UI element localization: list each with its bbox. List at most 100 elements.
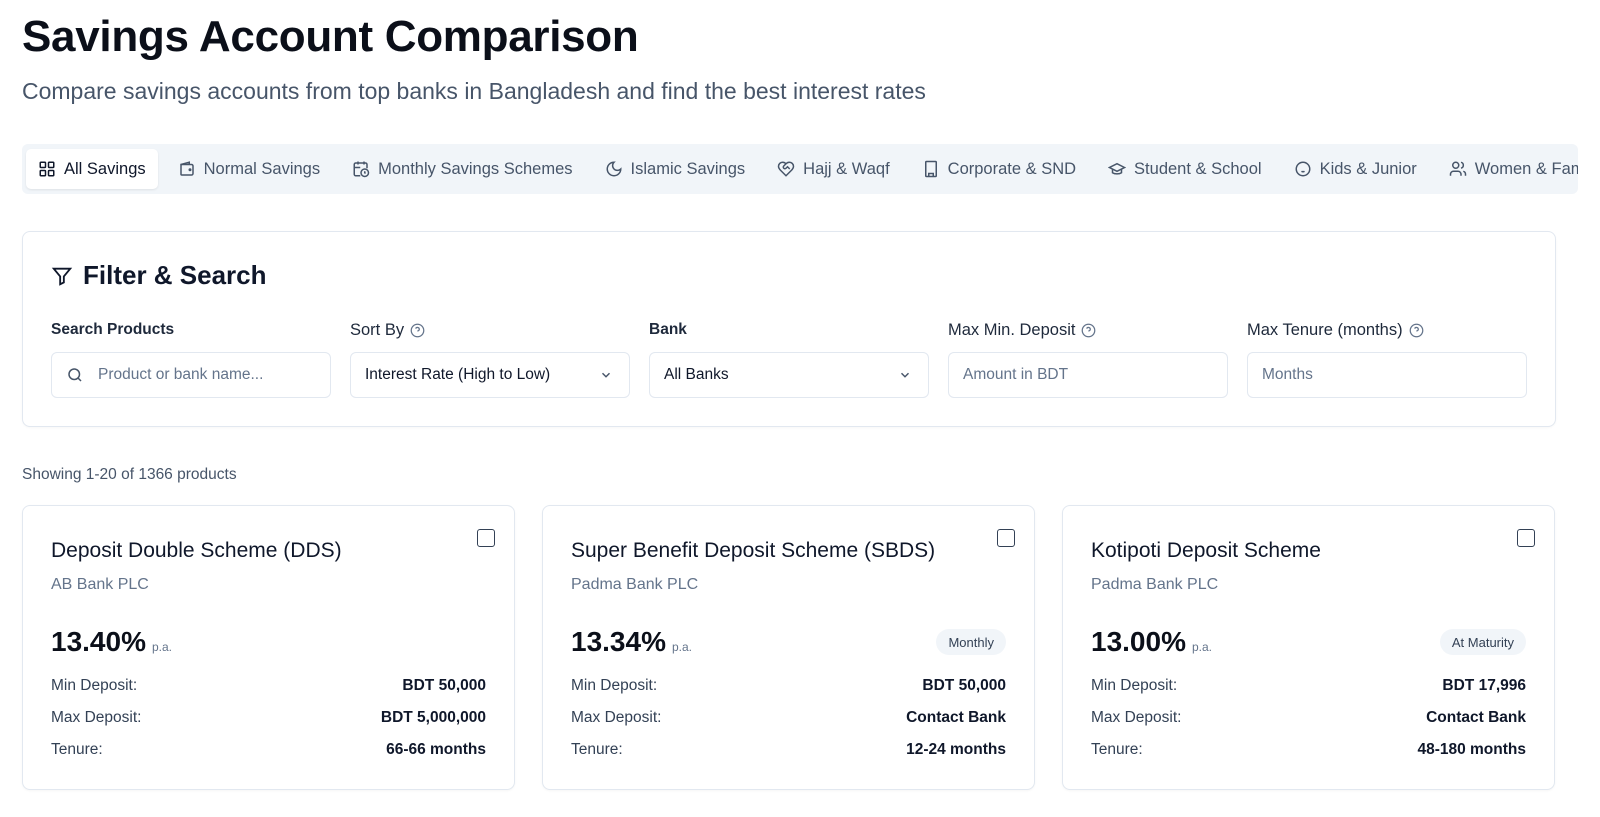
tab-label: Corporate & SND [947, 159, 1077, 178]
baby-icon [1295, 161, 1311, 177]
max-min-deposit-field: Max Min. Deposit [948, 320, 1228, 398]
result-count: Showing 1-20 of 1366 products [22, 466, 237, 483]
interest-rate: 13.00% p.a. [1091, 626, 1212, 658]
rate-value: 13.40% [51, 626, 146, 657]
wallet-icon [179, 161, 194, 176]
compare-checkbox[interactable] [477, 529, 495, 547]
graduation-cap-icon [1108, 162, 1127, 175]
tenure-value: 66-66 months [386, 741, 486, 758]
max-deposit-value: BDT 5,000,000 [380, 709, 486, 726]
bank-label: Bank [649, 321, 687, 338]
rate-unit: p.a. [151, 640, 172, 654]
max-tenure-input[interactable] [1262, 366, 1512, 384]
bank-field: Bank All Banks [649, 320, 929, 398]
min-deposit-row: Min Deposit: BDT 50,000 [51, 677, 486, 695]
search-input[interactable] [98, 366, 316, 384]
max-deposit-row: Max Deposit: BDT 5,000,000 [51, 709, 486, 727]
payout-badge: At Maturity [1439, 629, 1526, 655]
tab-monthly-savings-schemes[interactable]: Monthly Savings Schemes [340, 149, 584, 189]
tab-label: Student & School [1134, 159, 1262, 178]
tab-kids-junior[interactable]: Kids & Junior [1282, 149, 1429, 189]
max-deposit-value: Contact Bank [906, 709, 1006, 726]
interest-rate: 13.34% p.a. [571, 626, 692, 658]
tab-student-school[interactable]: Student & School [1096, 149, 1274, 189]
calendar-clock-icon [353, 161, 370, 178]
payout-badge: Monthly [936, 629, 1006, 655]
max-deposit-row: Max Deposit: Contact Bank [1091, 709, 1526, 727]
max-deposit-label: Max Deposit: [571, 709, 662, 726]
help-circle-icon[interactable] [1081, 323, 1096, 338]
help-circle-icon[interactable] [1409, 323, 1424, 338]
min-deposit-label: Min Deposit: [1091, 677, 1178, 694]
max-tenure-label-text: Max Tenure (months) [1247, 320, 1403, 339]
search-products-label: Search Products [51, 321, 175, 338]
max-tenure-label: Max Tenure (months) [1247, 320, 1527, 340]
search-icon [68, 368, 82, 382]
filter-icon [51, 267, 73, 286]
rate-value: 13.34% [571, 626, 666, 657]
bank-name: Padma Bank PLC [571, 576, 699, 593]
sort-by-label-text: Sort By [350, 320, 405, 339]
tab-label: Kids & Junior [1319, 159, 1417, 178]
tab-label: All Savings [64, 159, 146, 178]
search-input-box[interactable] [51, 352, 331, 398]
bank-name: Padma Bank PLC [1091, 576, 1219, 593]
max-tenure-box[interactable] [1247, 352, 1527, 398]
min-deposit-row: Min Deposit: BDT 17,996 [1091, 677, 1526, 695]
compare-checkbox[interactable] [997, 529, 1015, 547]
max-tenure-field: Max Tenure (months) [1247, 320, 1527, 398]
max-deposit-label: Max Deposit: [51, 709, 142, 726]
max-min-deposit-input[interactable] [963, 366, 1213, 384]
tenure-row: Tenure: 66-66 months [51, 741, 486, 759]
tab-label: Normal Savings [203, 159, 321, 178]
compare-checkbox[interactable] [1517, 529, 1535, 547]
filter-title-label: Filter & Search [83, 260, 267, 290]
product-card[interactable]: Deposit Double Scheme (DDS) AB Bank PLC … [22, 505, 515, 790]
category-tabs: All Savings Normal Savings Monthly Savin… [22, 144, 1578, 194]
interest-rate: 13.40% p.a. [51, 626, 172, 658]
tab-hajj-waqf[interactable]: Hajj & Waqf [765, 149, 902, 189]
product-card[interactable]: Kotipoti Deposit Scheme Padma Bank PLC 1… [1062, 505, 1555, 790]
min-deposit-value: BDT 17,996 [1442, 677, 1526, 694]
chevron-down-icon [601, 372, 611, 378]
product-name: Super Benefit Deposit Scheme (SBDS) [571, 539, 936, 562]
product-name: Kotipoti Deposit Scheme [1091, 539, 1321, 562]
rate-value: 13.00% [1091, 626, 1186, 657]
tab-corporate-snd[interactable]: Corporate & SND [910, 149, 1088, 189]
min-deposit-value: BDT 50,000 [402, 677, 486, 694]
product-card[interactable]: Super Benefit Deposit Scheme (SBDS) Padm… [542, 505, 1035, 790]
max-min-deposit-label-text: Max Min. Deposit [948, 320, 1076, 339]
sort-by-label: Sort By [350, 320, 630, 340]
heart-handshake-icon [777, 161, 795, 177]
grid-icon [39, 161, 55, 177]
rate-unit: p.a. [671, 640, 692, 654]
tenure-label: Tenure: [571, 741, 623, 758]
sort-by-value: Interest Rate (High to Low) [365, 366, 551, 383]
tenure-row: Tenure: 12-24 months [571, 741, 1006, 759]
page-title: Savings Account Comparison [22, 12, 639, 61]
tenure-label: Tenure: [51, 741, 103, 758]
tab-women-family[interactable]: Women & Family [1437, 149, 1578, 189]
max-deposit-row: Max Deposit: Contact Bank [571, 709, 1006, 727]
moon-icon [606, 161, 622, 177]
max-min-deposit-label: Max Min. Deposit [948, 320, 1228, 340]
min-deposit-label: Min Deposit: [571, 677, 658, 694]
tenure-label: Tenure: [1091, 741, 1143, 758]
tenure-value: 12-24 months [906, 741, 1006, 758]
building-icon [924, 160, 937, 178]
min-deposit-row: Min Deposit: BDT 50,000 [571, 677, 1006, 695]
chevron-down-icon [900, 372, 910, 378]
tab-label: Monthly Savings Schemes [378, 159, 573, 178]
min-deposit-value: BDT 50,000 [922, 677, 1006, 694]
max-min-deposit-box[interactable] [948, 352, 1228, 398]
sort-by-select[interactable]: Interest Rate (High to Low) [350, 352, 630, 398]
help-circle-icon[interactable] [410, 323, 425, 338]
min-deposit-label: Min Deposit: [51, 677, 138, 694]
bank-select[interactable]: All Banks [649, 352, 929, 398]
users-icon [1449, 161, 1467, 176]
tab-normal-savings[interactable]: Normal Savings [166, 149, 332, 189]
bank-value: All Banks [664, 366, 729, 383]
tab-islamic-savings[interactable]: Islamic Savings [593, 149, 758, 189]
tab-all-savings[interactable]: All Savings [26, 149, 158, 189]
rate-unit: p.a. [1191, 640, 1212, 654]
